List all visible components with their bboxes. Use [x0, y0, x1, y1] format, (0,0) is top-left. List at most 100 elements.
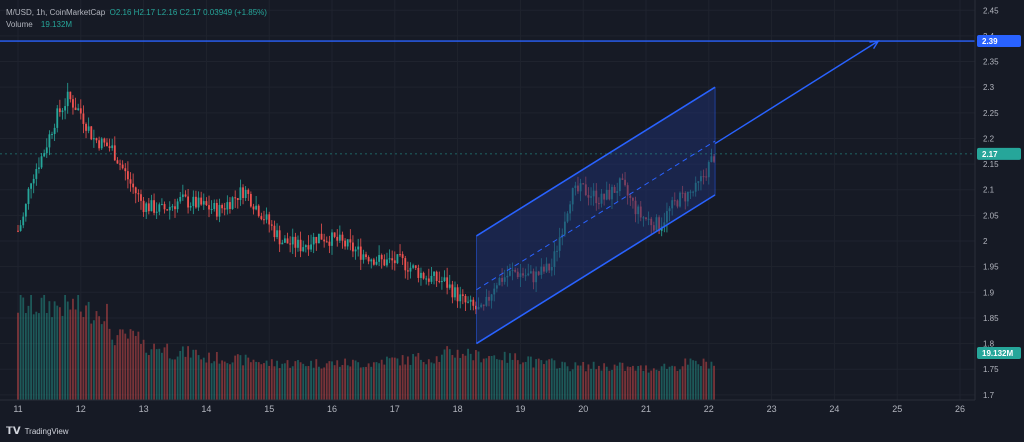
candle-body	[213, 203, 216, 210]
volume-bar	[383, 364, 386, 400]
volume-bar	[66, 301, 69, 400]
candle-body	[145, 203, 148, 213]
candle-body	[150, 200, 153, 212]
volume-bar	[626, 366, 629, 400]
volume-bar	[51, 317, 53, 400]
candle-body	[257, 205, 260, 217]
volume-bar	[592, 361, 595, 400]
x-tick-label: 21	[641, 404, 651, 414]
volume-bar	[595, 369, 598, 400]
candle-body	[30, 183, 32, 189]
volume-bar	[195, 349, 197, 400]
volume-bar	[113, 345, 116, 400]
volume-bar	[461, 353, 464, 400]
candle-body	[181, 194, 184, 197]
volume-bar	[226, 363, 229, 400]
volume-bar	[197, 355, 200, 400]
volume-bar	[69, 309, 72, 400]
volume-bar	[106, 303, 108, 400]
volume-bar	[221, 360, 224, 400]
candle-body	[236, 198, 239, 200]
candle-body	[40, 156, 43, 168]
volume-bar	[477, 351, 480, 400]
last-price-badge-bg	[977, 147, 1021, 160]
x-tick-label: 22	[704, 404, 714, 414]
volume-bar	[192, 349, 195, 400]
volume-bar	[338, 366, 341, 400]
volume-bar	[430, 362, 433, 400]
candle-body	[184, 194, 187, 197]
volume-value: 19.132M	[40, 20, 73, 29]
candle-body	[289, 243, 292, 245]
volume-bar	[121, 329, 124, 400]
volume-bar	[239, 355, 242, 400]
volume-bar	[681, 366, 684, 400]
target-price-badge: 2.39	[982, 37, 998, 46]
candle-body	[451, 284, 454, 298]
volume-bar	[532, 367, 535, 400]
candle-body	[312, 236, 315, 245]
candle-body	[409, 267, 412, 272]
candle-body	[365, 254, 367, 258]
volume-bar	[679, 369, 681, 400]
volume-bar	[650, 370, 653, 400]
volume-bar	[569, 371, 572, 400]
volume-bar	[357, 362, 360, 400]
volume-bar	[223, 361, 226, 400]
candle-body	[443, 277, 446, 282]
tradingview-logo[interactable]: 𝗧𝗩 TradingView	[6, 426, 69, 437]
volume-bar	[231, 362, 234, 400]
ohlc-h-label: H	[133, 8, 140, 17]
candle-body	[85, 123, 87, 131]
volume-bar	[365, 366, 367, 400]
candle-body	[433, 271, 435, 276]
x-tick-label: 12	[76, 404, 86, 414]
candle-body	[283, 238, 286, 243]
volume-bar	[399, 365, 401, 400]
volume-bar	[40, 297, 43, 400]
candle-body	[294, 236, 297, 248]
candle-body	[137, 193, 140, 195]
volume-bar	[260, 364, 263, 400]
candle-body	[331, 232, 333, 246]
channel-fill	[476, 87, 716, 344]
candle-body	[354, 249, 357, 252]
candle-body	[103, 138, 106, 143]
y-tick-label: 1.85	[983, 314, 999, 323]
volume-bar	[17, 312, 19, 400]
candle-body	[208, 205, 210, 210]
y-tick-label: 2	[983, 237, 988, 246]
volume-bar	[116, 335, 119, 400]
candle-body	[297, 239, 299, 248]
candle-body	[108, 146, 111, 149]
legend-symbol-row: M/USD, 1h, CoinMarketCap O2.16 H2.17 L2.…	[6, 7, 267, 19]
volume-bar	[92, 320, 95, 400]
candle-body	[48, 134, 51, 148]
volume-bar	[414, 356, 417, 400]
candle-body	[72, 99, 74, 108]
candle-body	[310, 244, 312, 250]
volume-bar	[291, 366, 294, 400]
candle-body	[195, 196, 197, 208]
candle-body	[417, 267, 420, 278]
x-tick-label: 13	[139, 404, 149, 414]
ohlc-change: 0.03949 (+1.85%)	[203, 8, 267, 17]
candle-body	[344, 240, 346, 247]
candle-body	[79, 108, 82, 114]
candle-body	[252, 206, 255, 210]
candle-body	[315, 236, 318, 244]
y-tick-label: 1.7	[983, 391, 995, 400]
volume-bar	[278, 368, 281, 400]
chart-legend: M/USD, 1h, CoinMarketCap O2.16 H2.17 L2.…	[6, 7, 267, 31]
volume-bar	[613, 364, 616, 400]
candle-body	[35, 168, 38, 179]
volume-bar	[535, 359, 538, 400]
candle-body	[359, 246, 362, 260]
volume-bar	[281, 363, 284, 400]
volume-bar	[32, 314, 35, 400]
candle-body	[328, 241, 331, 246]
candle-body	[192, 196, 195, 207]
candle-body	[64, 106, 67, 111]
